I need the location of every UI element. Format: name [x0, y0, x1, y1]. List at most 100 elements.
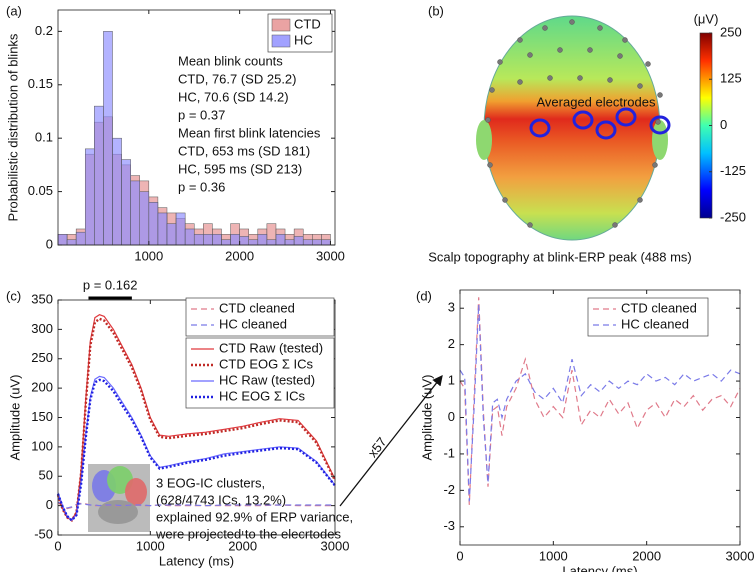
legend-label: HC cleaned — [219, 316, 287, 331]
arrow-label: x57 — [365, 434, 390, 460]
histogram-bar — [321, 239, 331, 246]
legend-box — [185, 297, 335, 337]
head-topography — [476, 15, 671, 241]
histogram-bar — [203, 234, 213, 246]
histogram-bar — [130, 180, 140, 246]
histogram-bar — [275, 234, 286, 246]
annotation: explained 92.9% of ERP variance, — [156, 509, 353, 524]
histogram-bar — [139, 191, 150, 246]
annotation: HC, 595 ms (SD 213) — [178, 161, 302, 176]
annotation: CTD, 653 ms (SD 181) — [178, 143, 310, 158]
colorbar-tick-label: 0 — [720, 117, 727, 132]
x-tick-label: 2000 — [228, 538, 257, 553]
annotation: Mean first blink latencies — [178, 125, 321, 140]
x-tick-label: 3000 — [321, 538, 350, 553]
y-tick-label: 150 — [31, 409, 53, 424]
histogram-bar — [284, 239, 295, 246]
plot-3 — [459, 297, 741, 505]
y-tick-label: 200 — [31, 380, 53, 395]
histogram-bar — [230, 234, 240, 246]
y-tick-label: 0 — [46, 236, 53, 251]
x-tick-label: 1000 — [134, 248, 163, 263]
y-tick-label: 3 — [448, 300, 455, 315]
legend-label: CTD cleaned — [219, 300, 295, 315]
annotation: p = 0.37 — [178, 107, 225, 122]
panel-label: (d) — [416, 288, 432, 303]
histogram-bar — [103, 31, 113, 246]
y-tick-label: -1 — [443, 445, 455, 460]
histogram-bar — [257, 234, 268, 246]
y-tick-label: 350 — [31, 291, 53, 306]
histogram-bar — [302, 239, 313, 246]
y-axis-label: Amplitude (uV) — [7, 375, 22, 461]
histogram-bar — [312, 239, 322, 246]
y-tick-label: 50 — [39, 468, 53, 483]
annotation: CTD, 76.7 (SD 25.2) — [178, 71, 297, 86]
x-tick-label: 1000 — [136, 538, 165, 553]
y-axis-label: Probabilistic distribution of blinks — [5, 33, 20, 221]
histogram-bar — [75, 231, 86, 246]
y-tick-label: 2 — [448, 336, 455, 351]
histogram-bar — [175, 212, 186, 246]
y-tick-label: 0.15 — [28, 76, 53, 91]
plot-2 — [56, 314, 337, 522]
scale-arrow — [339, 374, 443, 507]
histogram-bar — [239, 236, 249, 246]
histogram-bar — [157, 212, 168, 246]
ic-inset — [88, 464, 150, 532]
legend-box — [185, 337, 335, 409]
y-tick-label: 250 — [31, 350, 53, 365]
histogram-bar — [84, 148, 95, 246]
x-tick-label: 1000 — [539, 548, 568, 563]
x-axis-label: Latency (ms) — [562, 563, 637, 572]
y-tick-label: 0 — [448, 409, 455, 424]
colorbar-tick-label: -250 — [720, 209, 746, 224]
legend-label: HC — [294, 32, 313, 47]
series-line — [56, 378, 336, 522]
series-line — [459, 304, 741, 502]
colorbar-tick-label: 125 — [720, 71, 742, 86]
annotation: (628/4743 ICs, 13.2%) — [156, 492, 286, 507]
x-tick-label: 3000 — [726, 548, 755, 563]
panel-label: (b) — [428, 3, 444, 18]
y-tick-label: -50 — [34, 526, 53, 541]
histogram-bar — [57, 234, 68, 246]
panel-label: (c) — [6, 288, 21, 303]
y-tick-label: -2 — [443, 482, 455, 497]
legend-label: HC cleaned — [621, 316, 689, 331]
plot-0 — [57, 31, 331, 246]
histogram-bar — [266, 239, 277, 246]
annotation: were projected to the elecrtodes — [155, 526, 341, 541]
x-tick-label: 0 — [456, 548, 463, 563]
histogram-bar — [66, 239, 77, 246]
y-tick-label: 300 — [31, 321, 53, 336]
histogram-bar — [212, 234, 222, 246]
histogram-bar — [94, 105, 104, 246]
annotation: 3 EOG-IC clusters, — [156, 475, 265, 490]
colorbar-tick-label: -125 — [720, 163, 746, 178]
legend-label: CTD — [294, 16, 321, 31]
significance-label: p = 0.162 — [83, 277, 138, 292]
axes-box — [57, 9, 336, 246]
legend-label: HC EOG Σ ICs — [219, 388, 306, 403]
histogram-bar — [293, 236, 304, 246]
legend-swatch — [271, 34, 291, 48]
y-tick-label: 100 — [31, 438, 53, 453]
panel-label: (a) — [6, 3, 22, 18]
annotation: Mean blink counts — [178, 53, 283, 68]
annotation: HC, 70.6 (SD 14.2) — [178, 89, 289, 104]
y-tick-label: 0.05 — [28, 183, 53, 198]
annotation: p = 0.36 — [178, 179, 225, 194]
legend-label: HC Raw (tested) — [219, 372, 315, 387]
histogram-bar — [184, 228, 195, 246]
y-tick-label: -3 — [443, 518, 455, 533]
x-axis-label: Latency (ms) — [159, 553, 234, 568]
histogram-bar — [221, 239, 231, 246]
x-tick-label: 2000 — [632, 548, 661, 563]
legend-label: CTD EOG Σ ICs — [219, 356, 313, 371]
x-tick-label: 2000 — [225, 248, 254, 263]
legend-box — [587, 297, 709, 337]
x-tick-label: 3000 — [316, 248, 345, 263]
